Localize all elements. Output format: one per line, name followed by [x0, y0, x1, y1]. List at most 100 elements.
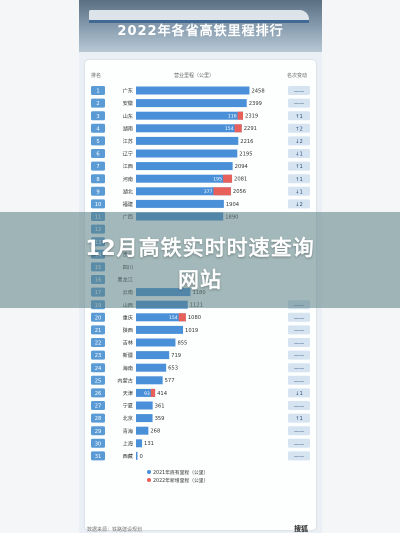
- change-badge: [288, 98, 310, 108]
- new-mileage-bar: [178, 313, 186, 322]
- province-label: 广东: [123, 87, 133, 95]
- bar: [136, 388, 156, 397]
- bar: [136, 338, 176, 347]
- bar: [136, 363, 167, 372]
- change-badge: [288, 426, 310, 436]
- province-label: 西藏: [123, 452, 134, 460]
- value-label: 2399: [249, 101, 262, 107]
- bar: [136, 313, 186, 322]
- value-label: 2216: [240, 139, 253, 145]
- change-badge: [288, 136, 310, 146]
- rank-badge: [91, 451, 105, 461]
- change-label: ↑1: [295, 114, 303, 120]
- province-label: 上海: [123, 439, 133, 447]
- bar: [136, 325, 184, 334]
- value-label: 2319: [245, 114, 258, 120]
- change-badge: [288, 186, 310, 196]
- change-badge: [288, 325, 310, 335]
- train-stripe: [89, 20, 309, 23]
- legend-new: 2022年新增里程（公里）: [153, 477, 208, 484]
- new-mileage-bar: [234, 124, 242, 133]
- value-label: 361: [155, 403, 165, 409]
- rank-badge: [91, 186, 105, 196]
- province-label: 重庆: [123, 313, 133, 321]
- rank-label: 22: [95, 341, 102, 347]
- new-mileage-label: 93: [144, 391, 150, 397]
- rank-label: 23: [95, 353, 102, 359]
- rank-badge: [91, 312, 105, 322]
- new-mileage-label: 116: [228, 114, 237, 120]
- change-label: ——: [294, 429, 304, 435]
- province-label: 宁夏: [123, 402, 134, 410]
- change-label: ——: [294, 101, 304, 107]
- province-label: 辽宁: [123, 150, 133, 158]
- change-label: ↑1: [295, 416, 303, 422]
- new-mileage-bar: [223, 174, 233, 183]
- change-badge: [288, 413, 310, 423]
- change-label: ——: [294, 378, 304, 384]
- province-label: 福建: [123, 200, 133, 208]
- value-label: 855: [177, 340, 187, 346]
- change-badge: [288, 312, 310, 322]
- change-badge: [288, 451, 310, 461]
- new-mileage-bar: [213, 187, 231, 196]
- bar: [136, 124, 242, 133]
- rank-label: 21: [95, 328, 102, 334]
- bar: [136, 376, 163, 385]
- change-label: ——: [294, 328, 304, 334]
- province-label: 山东: [123, 112, 133, 120]
- province-label: 新疆: [123, 351, 133, 359]
- bar: [136, 439, 143, 448]
- new-mileage-label: 154: [225, 126, 234, 132]
- change-badge: [288, 111, 310, 121]
- change-label: ↓2: [295, 139, 303, 145]
- legend-total: 2021年底有里程（公里）: [153, 469, 208, 476]
- bar: [136, 451, 138, 460]
- overlay-title-line1: 12月高铁实时时速查询: [85, 236, 315, 260]
- rank-label: 29: [95, 429, 102, 435]
- rank-badge: [91, 123, 105, 133]
- rank-badge: [91, 350, 105, 360]
- rank-badge: [91, 338, 105, 347]
- bar: [136, 426, 149, 435]
- bar: [136, 111, 244, 120]
- value-label: 359: [155, 416, 165, 422]
- rank-label: 27: [95, 404, 102, 410]
- value-label: 0: [140, 454, 143, 460]
- change-label: ——: [294, 404, 304, 410]
- rank-header: 排名: [91, 73, 102, 79]
- change-label: ——: [294, 441, 304, 447]
- change-badge: [288, 161, 310, 171]
- rank-label: 7: [96, 164, 99, 170]
- change-label: ↓2: [295, 202, 303, 208]
- value-label: 414: [157, 391, 168, 397]
- change-badge: [288, 401, 310, 410]
- rank-label: 25: [95, 378, 102, 384]
- source-note: 数据来源：铁路建设规划: [87, 527, 143, 533]
- province-label: 河南: [123, 175, 133, 183]
- bar: [136, 199, 224, 208]
- change-label: ——: [294, 454, 304, 460]
- value-label: 653: [168, 366, 178, 372]
- rank-badge: [91, 388, 105, 398]
- value-label: 2291: [244, 126, 257, 132]
- change-label: ↑1: [295, 164, 303, 170]
- rank-label: 4: [96, 126, 100, 132]
- train-graphic: [89, 10, 309, 20]
- change-badge: [288, 438, 310, 448]
- province-label: 江苏: [123, 137, 133, 145]
- change-badge: [288, 149, 310, 158]
- value-label: 2195: [239, 151, 252, 157]
- province-label: 吉林: [123, 339, 134, 347]
- rank-badge: [91, 426, 105, 436]
- bar: [136, 162, 233, 171]
- province-label: 天津: [123, 390, 133, 397]
- bar: [136, 149, 238, 158]
- rank-badge: [91, 413, 105, 423]
- value-label: 1904: [226, 202, 240, 208]
- brand-logo: 搜狐: [294, 525, 308, 533]
- change-label: ——: [294, 315, 304, 321]
- rank-badge: [91, 111, 105, 121]
- bar: [136, 414, 153, 423]
- change-badge: [288, 174, 310, 184]
